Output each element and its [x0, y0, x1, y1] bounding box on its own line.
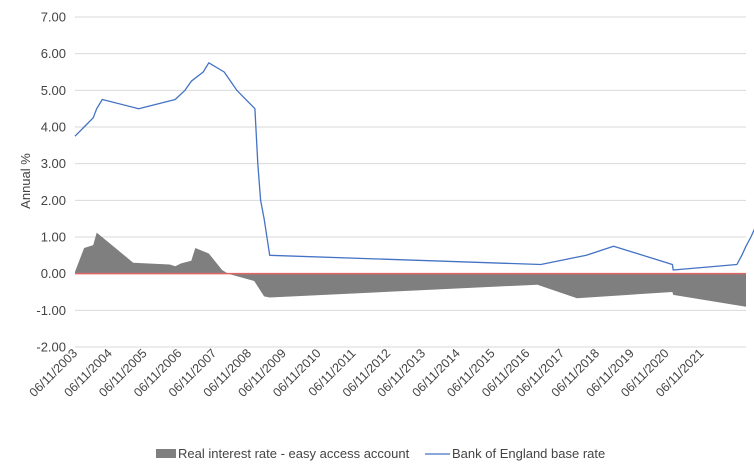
y-tick-label: -1.00 — [36, 303, 66, 318]
legend-swatch-real-rate — [156, 449, 176, 458]
gridlines — [75, 16, 746, 348]
legend-label-real-rate: Real interest rate - easy access account — [178, 446, 410, 461]
y-tick-label: 1.00 — [41, 230, 66, 245]
y-axis-title: Annual % — [18, 153, 33, 209]
y-tick-label: 4.00 — [41, 120, 66, 135]
legend-label-base-rate: Bank of England base rate — [452, 446, 605, 461]
y-tick-label: 2.00 — [41, 193, 66, 208]
y-tick-label: 3.00 — [41, 156, 66, 171]
base-rate-line — [74, 62, 754, 271]
y-tick-label: 6.00 — [41, 46, 66, 61]
legend: Real interest rate - easy access account… — [156, 446, 605, 461]
y-tick-label: 0.00 — [41, 266, 66, 281]
real-rate-area-layer — [75, 232, 746, 307]
y-axis-ticks: -2.00 -1.00 0.00 1.00 2.00 3.00 4.00 5.00 6.00 7.… — [36, 10, 66, 355]
base-rate-line-layer — [74, 62, 754, 271]
y-tick-label: 5.00 — [41, 83, 66, 98]
y-tick-label: -2.00 — [36, 340, 66, 355]
real-rate-area — [75, 232, 746, 307]
y-tick-label: 7.00 — [41, 10, 66, 25]
x-axis-ticks: 06/11/200306/11/200406/11/200506/11/2006… — [27, 346, 707, 400]
